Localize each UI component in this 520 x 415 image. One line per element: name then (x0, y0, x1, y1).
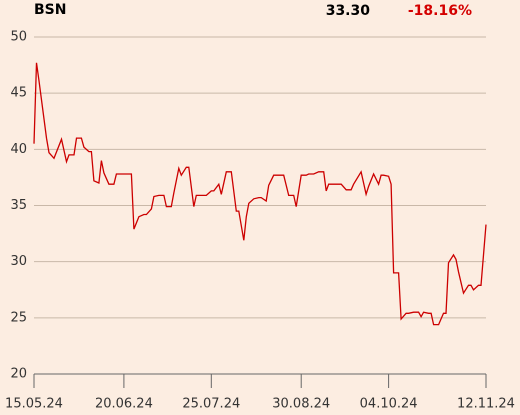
x-tick-label: 12.11.24 (457, 397, 515, 412)
y-tick-label: 50 (10, 30, 27, 45)
change: -18.16% (408, 3, 472, 19)
y-tick-label: 25 (10, 310, 27, 325)
x-tick-label: 30.08.24 (272, 397, 330, 412)
y-tick-label: 20 (10, 367, 27, 382)
price-line (33, 62, 487, 326)
y-tick-label: 30 (10, 254, 27, 269)
y-tick-label: 35 (10, 198, 27, 213)
y-tick-label: 40 (10, 142, 27, 157)
y-tick-label: 45 (10, 86, 27, 101)
symbol: BSN (34, 2, 66, 18)
price: 33.30 (326, 3, 371, 19)
x-tick-label: 20.06.24 (95, 397, 153, 412)
x-tick-label: 25.07.24 (182, 397, 240, 412)
x-tick-label: 15.05.24 (5, 397, 63, 412)
x-tick-label: 04.10.24 (360, 397, 418, 412)
